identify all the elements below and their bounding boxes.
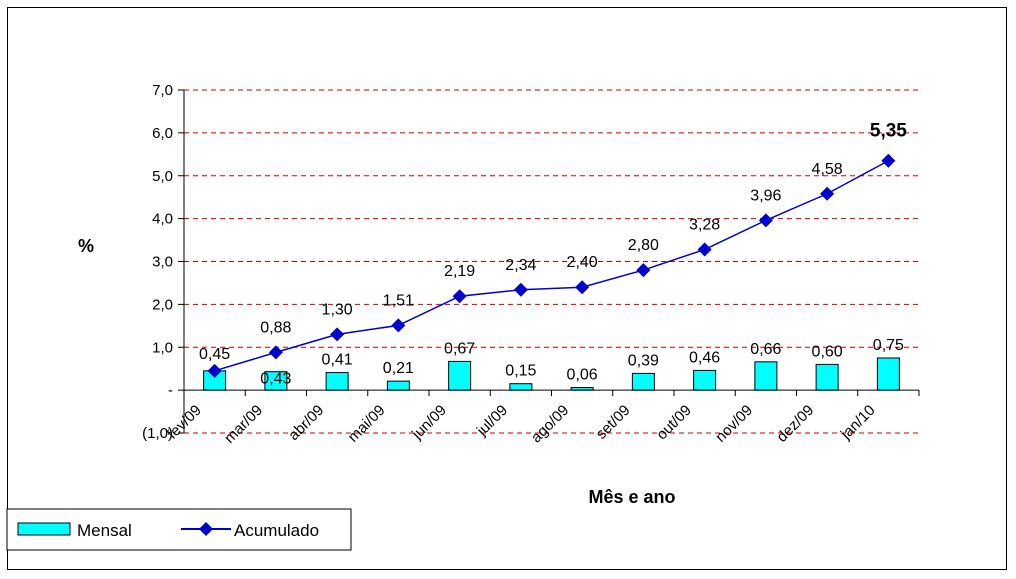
marker-acumulado (513, 282, 528, 297)
y-tick-label: 5,0 (152, 168, 173, 185)
legend-mensal-label: Mensal (77, 521, 132, 540)
legend-mensal-swatch (17, 522, 71, 536)
y-tick-label: 3,0 (152, 254, 173, 271)
marker-acumulado (452, 289, 467, 304)
bar-mensal (631, 372, 655, 391)
data-label-mensal: 0,75 (873, 337, 904, 354)
y-axis-title: % (78, 236, 94, 256)
marker-acumulado (881, 153, 896, 168)
data-label-acumulado: 1,51 (383, 292, 414, 309)
gridlines (184, 89, 919, 434)
data-label-mensal: 0,21 (383, 360, 414, 377)
data-label-mensal: 0,46 (689, 349, 720, 366)
x-tick-label: dez/09 (773, 402, 817, 446)
bar-mensal (693, 369, 717, 391)
x-axis-title: Mês e ano (588, 487, 675, 507)
data-label-acumulado: 3,28 (689, 216, 720, 233)
data-label-mensal: 0,66 (750, 341, 781, 358)
marker-acumulado (697, 242, 712, 257)
y-tick-label: 4,0 (152, 211, 173, 228)
data-label-acumulado: 1,30 (322, 301, 353, 318)
marker-acumulado (636, 263, 651, 278)
x-axis-ticks: fev/09 mar/09 abr/09 mai/09 jun/09 jul/09 ago/… (164, 389, 920, 447)
bar-series-mensal (203, 357, 900, 391)
y-tick-label: (1,0) (142, 425, 173, 442)
x-tick-label: jul/09 (473, 402, 511, 440)
bar-mensal (448, 360, 472, 391)
y-tick-label: - (168, 382, 173, 399)
data-label-mensal: 0,43 (260, 371, 291, 388)
bar-mensal (509, 383, 533, 391)
data-label-mensal: 0,15 (505, 363, 536, 380)
data-label-acumulado: 2,40 (567, 254, 598, 271)
data-label-acumulado: 4,58 (812, 161, 843, 178)
x-tick-label: ago/09 (528, 402, 572, 446)
chart-frame (7, 7, 1007, 570)
y-tick-label: 2,0 (152, 296, 173, 313)
marker-acumulado (820, 186, 835, 201)
data-label-mensal: 0,41 (322, 352, 353, 369)
data-label-acumulado: 5,35 (870, 121, 907, 142)
data-label-mensal: 0,67 (444, 340, 475, 357)
data-labels: 0,88 1,30 1,51 2,19 2,34 2,40 2,80 3,28 3,96 4,58… (199, 121, 907, 388)
x-tick-label: jan/10 (837, 402, 879, 444)
data-label-mensal: 0,39 (628, 352, 659, 369)
bar-mensal (754, 361, 778, 391)
y-axis-ticks: (1,0) - 1,0 2,0 3,0 4,0 5,0 6,0 7,0 (142, 82, 185, 442)
y-tick-label: 1,0 (152, 339, 173, 356)
data-label-acumulado: 0,88 (260, 319, 291, 336)
data-label-mensal: 0,06 (567, 367, 598, 384)
bar-mensal (386, 380, 410, 391)
bar-mensal (815, 363, 839, 391)
x-tick-label: out/09 (653, 402, 695, 444)
legend: Mensal Acumulado (6, 508, 352, 551)
data-label-acumulado: 2,19 (444, 263, 475, 280)
x-tick-label: set/09 (593, 402, 634, 443)
marker-acumulado (575, 280, 590, 295)
marker-acumulado (268, 345, 283, 360)
y-tick-label: 6,0 (152, 125, 173, 142)
marker-acumulado (758, 213, 773, 228)
x-tick-label: mar/09 (221, 402, 266, 447)
x-tick-label: jun/09 (408, 402, 450, 444)
data-label-mensal: 0,60 (812, 343, 843, 360)
x-tick-label: nov/09 (712, 402, 756, 446)
y-tick-label: 7,0 (152, 82, 173, 99)
data-label-acumulado: 3,96 (750, 187, 781, 204)
data-label-acumulado: 2,34 (505, 257, 536, 274)
line-series-acumulado (207, 153, 896, 378)
bar-mensal (325, 372, 349, 391)
marker-acumulado (391, 318, 406, 333)
line-acumulado (214, 160, 889, 372)
bar-mensal (876, 357, 900, 391)
marker-acumulado (330, 327, 345, 342)
marker-acumulado (207, 363, 222, 378)
data-label-acumulado: 2,80 (628, 237, 659, 254)
legend-acumulado-label: Acumulado (234, 521, 319, 540)
legend-acumulado-marker (199, 522, 213, 536)
data-label-mensal: 0,45 (199, 346, 230, 363)
x-tick-label: abr/09 (285, 402, 327, 444)
x-tick-label: mai/09 (345, 402, 389, 446)
